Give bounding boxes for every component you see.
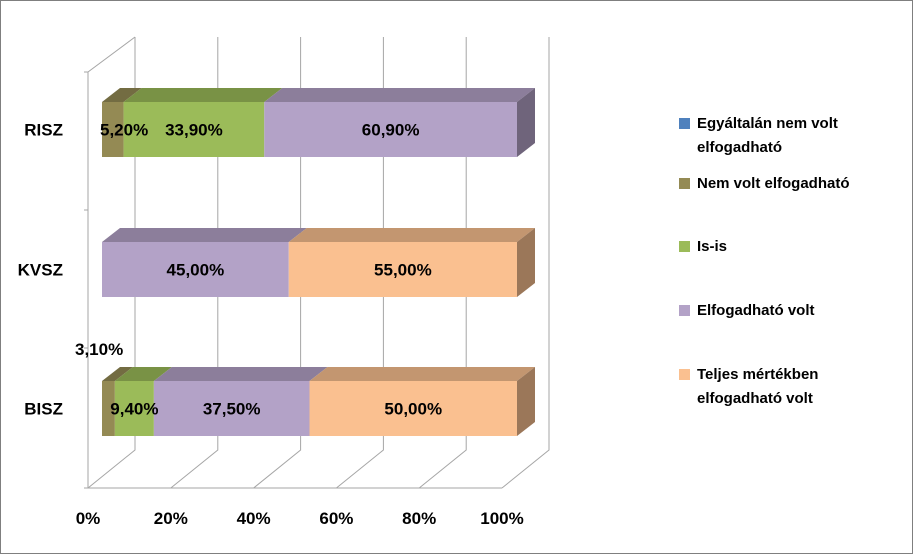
data-label: 33,90% — [165, 121, 223, 140]
data-label: 5,20% — [100, 121, 148, 140]
bar-side-bisz — [517, 367, 535, 436]
bar-top-risz-1 — [102, 88, 142, 102]
data-label: 50,00% — [384, 400, 442, 419]
bar-kvsz-series-3 — [102, 242, 289, 297]
data-label: 60,90% — [362, 121, 420, 140]
bar-side-risz — [517, 88, 535, 157]
legend-swatch — [679, 241, 690, 252]
chart-walls — [84, 36, 550, 489]
bar-risz-series-3 — [264, 102, 517, 157]
bar-bisz-series-4 — [309, 381, 517, 436]
legend-swatch — [679, 118, 690, 129]
x-tick-label: 60% — [319, 509, 353, 528]
category-label: BISZ — [24, 400, 63, 419]
gridline — [418, 37, 467, 489]
bar-top-bisz-3 — [153, 367, 328, 381]
bar-top-kvsz-3 — [102, 228, 307, 242]
category-label: RISZ — [24, 121, 63, 140]
bar-risz-series-1 — [102, 102, 124, 157]
x-tick-label: 0% — [76, 509, 101, 528]
chart-legend: Egyáltalán nem volt elfogadható Nem volt e… — [679, 115, 850, 407]
bar-risz-series-2 — [123, 102, 265, 157]
legend-label: Teljes mértékben — [697, 366, 818, 383]
bar-top-bisz-4 — [309, 367, 535, 381]
bar-side-kvsz — [517, 228, 535, 297]
bar-bisz-series-2 — [114, 381, 154, 436]
category-label: KVSZ — [18, 261, 63, 280]
bar-top-kvsz-4 — [288, 228, 535, 242]
gridline — [87, 37, 136, 489]
x-tick-label: 100% — [480, 509, 523, 528]
gridline — [336, 37, 384, 489]
chart-bars — [102, 88, 535, 436]
gridline — [501, 37, 550, 489]
chart-axes: RISZ KVSZ BISZ 0% 20% 40% 60% 80% 100% — [18, 121, 524, 529]
legend-label: Egyáltalán nem volt — [697, 115, 838, 132]
data-label: 37,50% — [203, 400, 261, 419]
legend-label: Elfogadható volt — [697, 302, 815, 319]
legend-label: elfogadható — [697, 139, 782, 156]
data-label: 9,40% — [110, 400, 158, 419]
legend-label: Is-is — [697, 238, 727, 255]
gridline — [253, 37, 302, 489]
legend-swatch — [679, 178, 690, 189]
x-tick-label: 20% — [154, 509, 188, 528]
legend-swatch — [679, 369, 690, 380]
data-label: 3,10% — [75, 340, 123, 359]
bar-top-risz-3 — [264, 88, 535, 102]
legend-label: elfogadható volt — [697, 390, 813, 407]
x-tick-label: 80% — [402, 509, 436, 528]
x-tick-label: 40% — [237, 509, 271, 528]
chart-data-labels: 5,20% 33,90% 60,90% 45,00% 55,00% 3,10% 9,40% 3… — [75, 121, 442, 419]
legend-swatch — [679, 305, 690, 316]
bar-bisz-series-1 — [102, 381, 115, 436]
data-label: 55,00% — [374, 261, 432, 280]
bar-top-risz-2 — [123, 88, 283, 102]
bar-top-bisz-1 — [102, 367, 133, 381]
legend-label: Nem volt elfogadható — [697, 175, 850, 192]
bar-bisz-series-3 — [153, 381, 310, 436]
data-label: 45,00% — [167, 261, 225, 280]
bar-kvsz-series-4 — [288, 242, 517, 297]
bar-top-bisz-2 — [114, 367, 172, 381]
gridline — [170, 37, 219, 489]
